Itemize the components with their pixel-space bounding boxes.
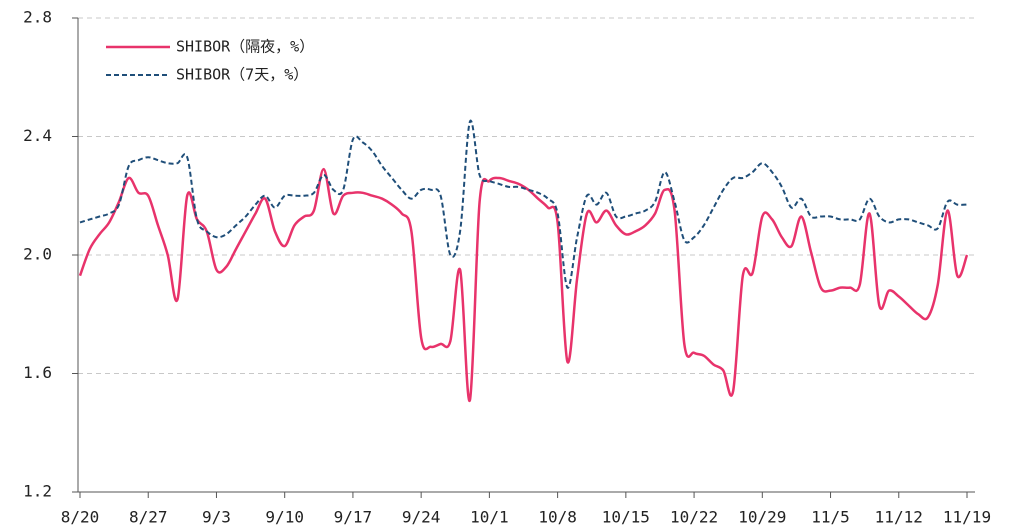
x-tick-label: 9/17 <box>334 508 373 527</box>
series-line <box>79 119 968 289</box>
y-tick-label: 2.8 <box>23 8 52 27</box>
y-tick-label: 1.6 <box>23 363 52 382</box>
series-line <box>78 167 969 402</box>
x-tick-label: 9/10 <box>265 508 304 527</box>
x-tick-label: 8/20 <box>61 508 100 527</box>
y-tick-label: 2.0 <box>23 245 52 264</box>
x-tick-label: 11/19 <box>943 508 991 527</box>
x-tick-label: 9/3 <box>202 508 231 527</box>
x-tick-label: 11/5 <box>811 508 850 527</box>
legend: SHIBOR（隔夜，%） SHIBOR（7天，%） <box>106 38 314 84</box>
x-tick-label: 10/29 <box>738 508 786 527</box>
legend-label: SHIBOR（7天，%） <box>176 66 308 84</box>
x-tick-label: 10/15 <box>602 508 650 527</box>
x-tick-label: 9/24 <box>402 508 441 527</box>
x-tick-label: 10/8 <box>538 508 577 527</box>
x-tick-label: 10/22 <box>670 508 718 527</box>
x-tick-label: 8/27 <box>129 508 168 527</box>
x-tick-label: 10/1 <box>470 508 509 527</box>
x-tick-label: 11/12 <box>875 508 923 527</box>
y-tick-label: 2.4 <box>23 126 52 145</box>
y-tick-label: 1.2 <box>23 482 52 501</box>
legend-label: SHIBOR（隔夜，%） <box>176 38 314 56</box>
